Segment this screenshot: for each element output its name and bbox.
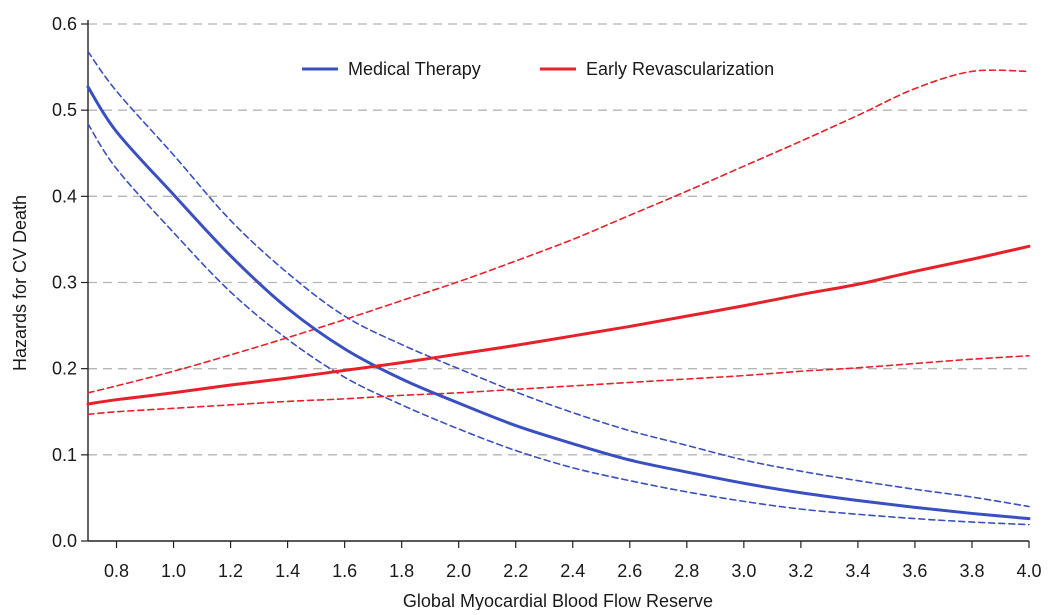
- series-line-early-revascularization: [86, 244, 1031, 406]
- x-tick-label: 1.8: [389, 561, 414, 581]
- legend-label-early-revascularization: Early Revascularization: [586, 59, 774, 79]
- y-tick-label: 0.2: [52, 359, 77, 379]
- x-tick-label: 3.4: [845, 561, 870, 581]
- axes: 0.0 0.1 0.2 0.3 0.4 0.5 0.6 0.8 1.0 1.2 1.4 1.6 1.8 2…: [52, 14, 1042, 581]
- x-tick-label: 2.0: [446, 561, 471, 581]
- y-tick-label: 0.6: [52, 14, 77, 34]
- gridlines: [88, 23, 1029, 456]
- x-tick-label: 1.2: [218, 561, 243, 581]
- series-line-medical-therapy: [86, 85, 1031, 521]
- y-tick-label: 0.1: [52, 445, 77, 465]
- x-tick-label: 1.0: [161, 561, 186, 581]
- x-tick-label: 2.8: [674, 561, 699, 581]
- series-line-medical-therapy-95-ci-upper: [87, 50, 1030, 508]
- x-tick-label: 2.6: [617, 561, 642, 581]
- series-lines: [86, 50, 1031, 526]
- legend-label-medical-therapy: Medical Therapy: [348, 59, 481, 79]
- x-tick-label: 3.6: [902, 561, 927, 581]
- y-axis-title: Hazards for CV Death: [10, 195, 30, 371]
- series-line-medical-therapy-95-ci-lower: [87, 123, 1030, 526]
- x-tick-label: 2.2: [503, 561, 528, 581]
- y-tick-label: 0.4: [52, 186, 77, 206]
- series-line-early-revascularization-95-ci-upper: [87, 69, 1030, 394]
- x-tick-label: 2.4: [560, 561, 585, 581]
- x-tick-label: 1.6: [332, 561, 357, 581]
- y-tick-label: 0.5: [52, 100, 77, 120]
- x-tick-label: 4.0: [1016, 561, 1041, 581]
- x-tick-label: 3.2: [788, 561, 813, 581]
- y-tick-label: 0.0: [52, 531, 77, 551]
- y-tick-label: 0.3: [52, 273, 77, 293]
- x-tick-label: 1.4: [275, 561, 300, 581]
- legend: Medical Therapy Early Revascularization: [302, 59, 774, 79]
- x-tick-label: 0.8: [104, 561, 129, 581]
- x-tick-label: 3.8: [959, 561, 984, 581]
- x-axis-title: Global Myocardial Blood Flow Reserve: [403, 591, 713, 610]
- x-tick-label: 3.0: [731, 561, 756, 581]
- series-line-early-revascularization-95-ci-lower: [87, 354, 1030, 416]
